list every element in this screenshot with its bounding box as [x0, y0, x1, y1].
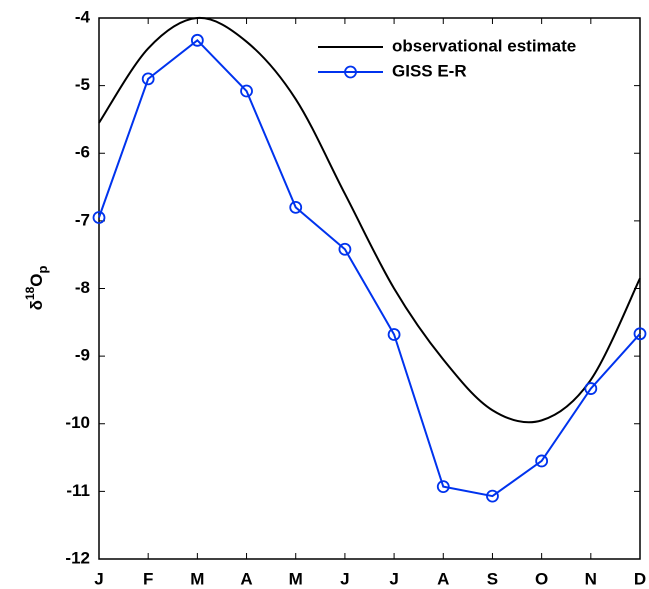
y-tick-label: -12 [65, 548, 90, 567]
x-tick-label: M [190, 569, 204, 588]
y-label-part: 18 [23, 286, 37, 300]
y-tick-label: -8 [75, 278, 90, 297]
legend-marker [344, 65, 357, 79]
point-marker [190, 33, 204, 47]
y-tick-label: -11 [66, 481, 90, 500]
x-tick-label: O [535, 569, 548, 588]
y-label-part: δ [27, 300, 46, 310]
y-tick-label: -9 [75, 346, 90, 365]
y-tick-label: -6 [75, 143, 90, 162]
point-marker [633, 327, 647, 341]
x-tick-label: M [289, 569, 303, 588]
point-marker [240, 84, 253, 98]
y-label-part: O [27, 274, 46, 287]
series-line [98, 38, 641, 498]
point-marker [436, 480, 450, 494]
point-marker [338, 242, 352, 256]
point-marker [92, 211, 106, 224]
plot-frame [98, 17, 641, 560]
y-tick-label: -4 [75, 7, 91, 26]
x-tick-label: J [340, 569, 349, 588]
x-tick-label: A [437, 569, 449, 588]
x-tick-label: D [634, 569, 646, 588]
x-tick-label: F [143, 569, 153, 588]
point-marker [289, 200, 303, 214]
x-tick-label: J [389, 569, 398, 588]
point-marker [387, 328, 401, 341]
y-label-part: p [35, 266, 50, 274]
x-tick-label: S [487, 569, 498, 588]
point-marker [584, 382, 598, 395]
y-tick-label: -7 [75, 210, 90, 229]
y-tick-label: -10 [65, 413, 90, 432]
y-axis-label: δ18Op [23, 266, 50, 311]
x-tick-label: A [240, 569, 252, 588]
x-tick-label: N [585, 569, 597, 588]
point-marker [141, 72, 155, 86]
point-marker [535, 454, 549, 468]
x-tick-label: J [94, 569, 103, 588]
legend-label: GISS E-R [392, 61, 467, 80]
y-tick-label: -5 [75, 75, 90, 94]
series-line [98, 16, 641, 424]
point-marker [486, 489, 499, 503]
legend-label: observational estimate [392, 36, 576, 55]
